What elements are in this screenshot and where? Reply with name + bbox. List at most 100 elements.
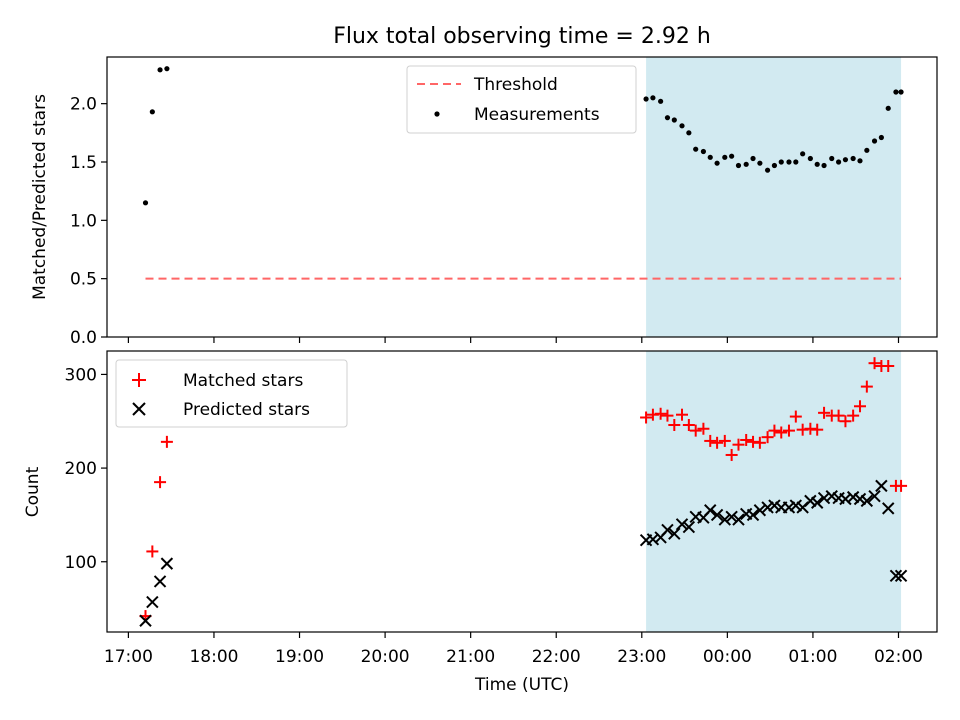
measurement-point [664, 115, 671, 121]
matched-star-point [732, 438, 745, 451]
top-panel: 0.00.51.01.52.0 Matched/Predicted stars … [30, 56, 938, 348]
measurement-point [714, 160, 720, 166]
x-tick-label: 19:00 [275, 647, 324, 667]
matched-star-point [782, 424, 795, 437]
measurement-point [835, 159, 842, 165]
top-y-ticks: 0.0 0.5 1.0 1.5 2.0 [70, 95, 107, 348]
matched-star-point [847, 409, 860, 422]
top-y-axis-label: Matched/Predicted stars [30, 94, 50, 300]
measurement-point [814, 161, 820, 167]
matched-star-point [868, 357, 881, 370]
y-tick-label: 1.0 [70, 211, 97, 231]
measurement-point [750, 155, 756, 162]
x-tick-label: 23:00 [617, 647, 666, 667]
matched-star-point [697, 422, 710, 435]
y-tick-label: 1.5 [70, 153, 97, 173]
bottom-y-axis-label: Count [23, 466, 43, 517]
y-tick-label: 100 [65, 553, 97, 573]
matched-star-point [740, 433, 753, 446]
measurement-point [142, 200, 149, 206]
measurement-point [771, 162, 778, 169]
measurement-point [658, 98, 664, 104]
measurement-point [871, 138, 878, 144]
measurement-points [142, 66, 904, 206]
predicted-star-point [675, 518, 689, 531]
matched-star-point [860, 380, 873, 393]
matched-star-point [668, 418, 681, 431]
matched-star-point [811, 423, 824, 436]
predicted-star-point [725, 510, 738, 523]
predicted-star-point [718, 513, 732, 526]
matched-star-point [640, 411, 653, 424]
predicted-star-point [682, 520, 696, 534]
matched-star-point [160, 435, 173, 448]
predicted-star-point [746, 508, 760, 522]
x-axis-label: Time (UTC) [474, 675, 569, 695]
measurement-point [829, 155, 835, 162]
measurement-point [893, 89, 899, 95]
measurement-point [807, 155, 813, 162]
measurement-point [857, 158, 863, 164]
measurement-point [864, 147, 870, 153]
measurement-point [157, 67, 163, 73]
matched-star-point [154, 476, 167, 489]
measurement-point [650, 95, 656, 101]
legend-matched-swatch [132, 373, 146, 387]
matched-star-point [654, 407, 667, 420]
matched-star-point [768, 424, 781, 437]
measurement-point [671, 117, 677, 123]
bottom-panel: 100 200 300 17:00 18:00 19:00 20:00 21:00 22:00… [23, 350, 938, 695]
measurement-point [743, 161, 749, 167]
matched-star-point [711, 436, 724, 449]
top-plot-frame [106, 56, 938, 338]
matched-star-point [718, 434, 731, 447]
top-legend: Threshold Measurements [406, 65, 637, 134]
x-tick-label: 01:00 [788, 647, 837, 667]
matched-star-point [832, 409, 845, 422]
x-tick-label: 00:00 [703, 647, 752, 667]
predicted-star-point [139, 614, 152, 627]
measurement-point [700, 148, 707, 155]
y-tick-label: 0.5 [70, 270, 97, 290]
x-tick-label: 18:00 [189, 647, 238, 667]
measurement-point [757, 160, 763, 166]
measurement-point [707, 154, 713, 160]
predicted-star-point [753, 504, 767, 517]
measurement-point [735, 162, 742, 169]
matched-star-point [753, 436, 766, 449]
measurement-point [878, 134, 884, 141]
x-tick-label: 21:00 [446, 647, 495, 667]
predicted-star-point [661, 523, 674, 537]
measurement-point [149, 109, 155, 115]
legend-measurements-swatch [434, 111, 440, 117]
measurement-point [686, 130, 692, 136]
predicted-star-point [668, 527, 681, 540]
matched-star-point [895, 479, 908, 492]
legend-threshold-label: Threshold [473, 75, 558, 95]
matched-star-point [839, 415, 852, 428]
matched-star-point [853, 400, 866, 413]
measurement-point [693, 146, 699, 152]
legend-predicted-label: Predicted stars [183, 400, 310, 420]
matched-star-point [761, 431, 774, 444]
x-tick-label: 17:00 [104, 647, 153, 667]
matched-star-point [882, 359, 895, 372]
measurement-point [679, 123, 685, 129]
predicted-star-point [810, 496, 824, 509]
measurement-point [793, 159, 799, 165]
legend-measurements-label: Measurements [474, 105, 600, 125]
measurement-point [850, 155, 856, 162]
predicted-star-point [160, 557, 174, 570]
predicted-star-point [868, 489, 881, 503]
bottom-y-ticks: 100 200 300 [65, 365, 107, 573]
predicted-star-point [710, 508, 724, 522]
matched-star-point [789, 410, 802, 423]
predicted-star-point [704, 504, 717, 517]
measurement-point [778, 159, 784, 165]
y-tick-label: 0.0 [70, 328, 97, 348]
matched-star-point [682, 418, 695, 431]
measurement-point [786, 159, 792, 165]
predicted-star-point [889, 569, 903, 583]
top-x-ticks [127, 337, 900, 343]
